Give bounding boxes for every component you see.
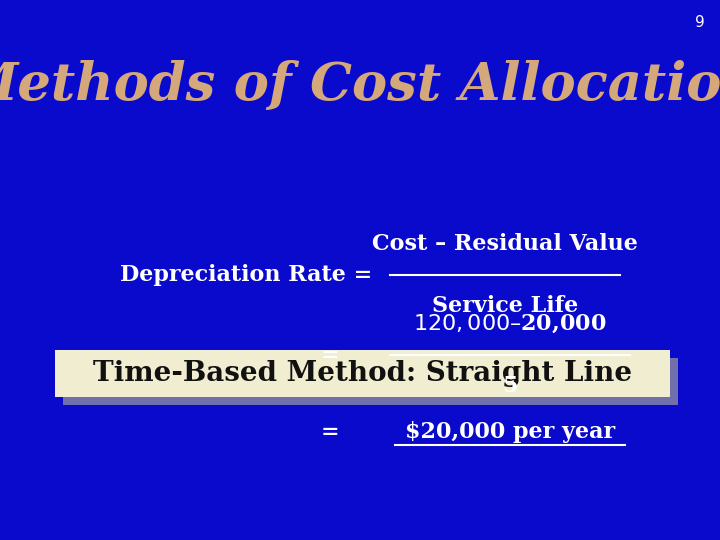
Text: 9: 9	[696, 15, 705, 30]
Text: Service Life: Service Life	[432, 295, 578, 317]
Bar	[55, 350, 670, 397]
Text: $120,000 – $20,000: $120,000 – $20,000	[413, 313, 607, 335]
Text: Time-Based Method: Straight Line: Time-Based Method: Straight Line	[93, 360, 632, 387]
Text: $20,000 per year: $20,000 per year	[405, 421, 615, 443]
Text: =: =	[320, 344, 339, 366]
Bar	[63, 358, 678, 405]
Text: =: =	[320, 421, 339, 443]
Text: Cost – Residual Value: Cost – Residual Value	[372, 233, 638, 255]
Text: 5: 5	[503, 375, 518, 397]
Text: Methods of Cost Allocation: Methods of Cost Allocation	[0, 59, 720, 111]
Text: Depreciation Rate =: Depreciation Rate =	[120, 264, 372, 286]
